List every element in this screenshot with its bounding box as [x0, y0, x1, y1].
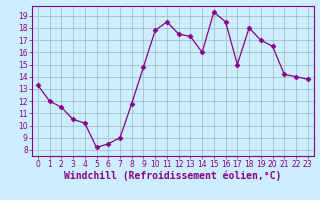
X-axis label: Windchill (Refroidissement éolien,°C): Windchill (Refroidissement éolien,°C) [64, 171, 282, 181]
